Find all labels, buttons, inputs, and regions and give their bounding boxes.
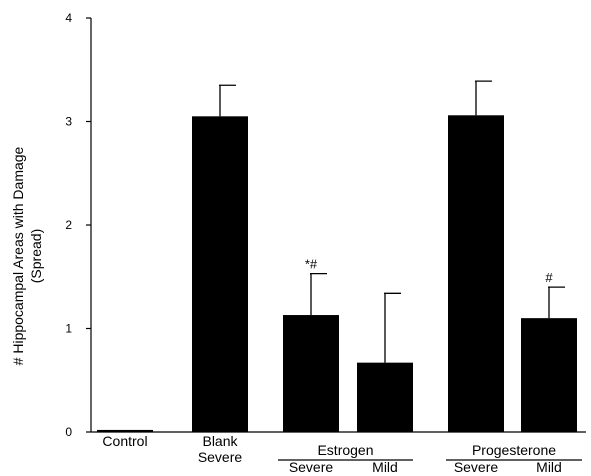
significance-label: *# — [305, 257, 318, 272]
subcategory-label: Mild — [536, 459, 562, 475]
bar-blank-severe — [192, 116, 248, 433]
category-label: Blank — [202, 433, 238, 449]
bar-progesterone-mild — [521, 318, 577, 433]
subcategory-label: Mild — [372, 459, 398, 475]
bar-progesterone-severe — [448, 115, 504, 433]
bars: *# # — [97, 80, 577, 433]
category-label: Severe — [198, 449, 243, 465]
bar-estrogen-severe — [283, 315, 339, 433]
group-label: Estrogen — [317, 442, 373, 458]
subcategory-label: Severe — [454, 459, 499, 475]
category-label: Control — [102, 433, 147, 449]
y-axis: 0 1 2 3 4 — [65, 11, 92, 439]
y-axis-label: # Hippocampal Areas with Damage (Spread) — [10, 146, 44, 365]
significance-label: # — [545, 270, 553, 285]
bar-control — [97, 429, 153, 433]
subcategory-label: Severe — [289, 459, 334, 475]
y-tick-label: 2 — [65, 218, 72, 232]
y-tick-label: 1 — [65, 322, 72, 336]
y-axis-title: (Spread) — [28, 229, 44, 283]
y-tick-label: 4 — [65, 11, 72, 25]
bar-estrogen-mild — [357, 362, 413, 433]
group-label: Progesterone — [472, 442, 556, 458]
y-tick-label: 3 — [65, 115, 72, 129]
y-axis-title: # Hippocampal Areas with Damage — [10, 146, 26, 365]
y-tick-label: 0 — [65, 425, 72, 439]
